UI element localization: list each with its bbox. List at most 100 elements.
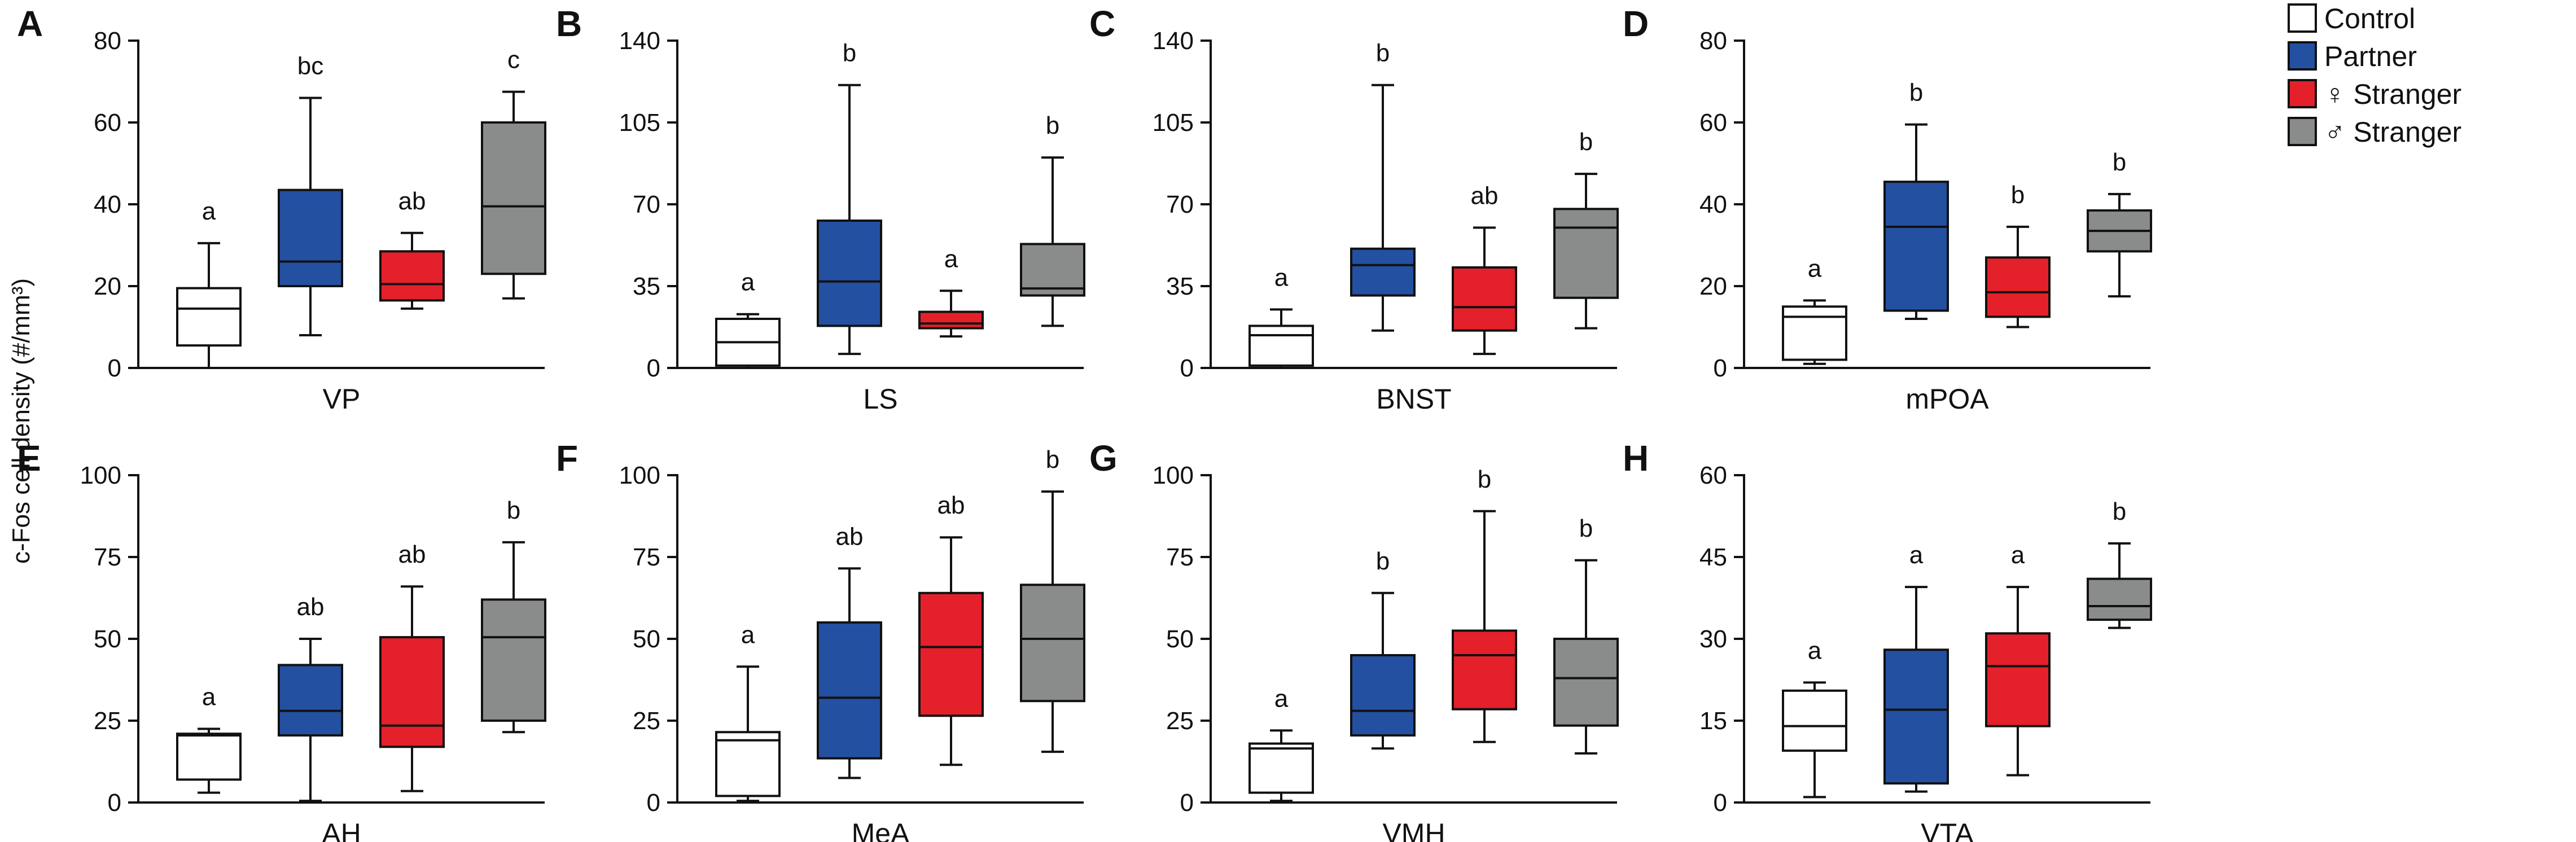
y-tick-label: 0: [108, 354, 121, 382]
box-iqr: [278, 664, 343, 737]
significance-letter: b: [2011, 181, 2025, 209]
box-partner: a: [1883, 541, 1949, 793]
box-iqr: [1782, 689, 1847, 752]
legend-swatch: [2288, 117, 2317, 146]
box-iqr: [1452, 266, 1517, 332]
significance-letter: b: [507, 497, 520, 524]
box-iqr: [1350, 247, 1416, 297]
box-stranger: ab: [379, 187, 445, 310]
panel-f: F 0 25 50 75 100 MeA a ab ab b: [556, 438, 1085, 842]
box-stranger: a: [918, 245, 984, 338]
region-label: mPOA: [1905, 383, 1989, 415]
significance-letter: b: [1579, 515, 1593, 542]
box-iqr: [918, 591, 984, 717]
panel-g: G 0 25 50 75 100 VMH a b b b: [1089, 438, 1619, 842]
significance-letter: b: [1376, 547, 1390, 575]
box-iqr: [1985, 632, 2051, 727]
panel-letter: G: [1089, 438, 1118, 479]
y-tick-label: 100: [1153, 462, 1194, 489]
significance-letter: a: [1274, 685, 1289, 712]
box-stranger: b: [481, 497, 546, 734]
y-tick-label: 100: [619, 462, 660, 489]
y-tick-label: 25: [1166, 707, 1194, 735]
y-tick-label: 75: [1166, 543, 1194, 571]
y-tick-label: 30: [1699, 625, 1727, 653]
y-tick-label: 0: [108, 789, 121, 817]
y-tick-label: 0: [1714, 354, 1727, 382]
legend-control: Control: [2288, 3, 2415, 34]
box-iqr: [918, 310, 984, 330]
legend-swatch: [2288, 3, 2317, 33]
panel-letter: H: [1623, 438, 1649, 479]
y-tick-label: 60: [94, 109, 121, 137]
box-iqr: [817, 220, 882, 327]
box-control: a: [176, 683, 242, 794]
y-tick-label: 60: [1699, 462, 1727, 489]
box-iqr: [1020, 584, 1085, 703]
panel-letter: B: [556, 3, 582, 44]
significance-letter: ab: [398, 541, 426, 568]
y-tick-label: 140: [619, 27, 660, 55]
box-iqr: [715, 731, 781, 797]
significance-letter: b: [1909, 79, 1923, 107]
region-label: VMH: [1382, 818, 1445, 842]
y-tick-label: 40: [94, 191, 121, 218]
y-tick-label: 70: [633, 191, 660, 218]
box-iqr: [1350, 654, 1416, 737]
y-tick-label: 75: [94, 543, 121, 571]
significance-letter: a: [1808, 255, 1822, 282]
significance-letter: b: [1579, 128, 1593, 156]
y-tick-label: 40: [1699, 191, 1727, 218]
panel-letter: C: [1089, 3, 1115, 44]
box-stranger: a: [1985, 541, 2051, 777]
significance-letter: a: [944, 245, 958, 273]
significance-letter: c: [507, 46, 520, 74]
box-control: a: [715, 621, 781, 802]
legend-partner: Partner: [2288, 41, 2417, 72]
y-tick-label: 105: [1153, 109, 1194, 137]
box-iqr: [379, 636, 445, 748]
box-iqr: [1452, 629, 1517, 711]
significance-letter: a: [1909, 541, 1924, 569]
box-stranger: b: [2087, 498, 2152, 629]
y-tick-label: 20: [1699, 273, 1727, 300]
y-tick-label: 0: [647, 354, 660, 382]
region-label: AH: [322, 818, 361, 842]
box-control: a: [1782, 637, 1847, 799]
y-tick-label: 20: [94, 273, 121, 300]
y-tick-label: 105: [619, 109, 660, 137]
region-label: VTA: [1921, 818, 1974, 842]
significance-letter: ab: [1471, 182, 1499, 209]
panel-letter: A: [17, 3, 43, 44]
panel-d: D 0 20 40 60 80 mPOA a b b b: [1623, 3, 2152, 415]
significance-letter: bc: [297, 52, 323, 80]
panel-letter: D: [1623, 3, 1649, 44]
box-partner: b: [817, 40, 882, 356]
y-tick-label: 50: [1166, 625, 1194, 653]
significance-letter: b: [2113, 498, 2126, 525]
legend-swatch: [2288, 41, 2317, 71]
y-tick-label: 25: [633, 707, 660, 735]
box-iqr: [1553, 638, 1619, 727]
box-iqr: [278, 188, 343, 287]
box-iqr: [2087, 577, 2152, 621]
y-tick-label: 80: [94, 27, 121, 55]
legend-label: Partner: [2324, 41, 2417, 72]
y-tick-label: 75: [633, 543, 660, 571]
y-tick-label: 0: [1714, 789, 1727, 817]
box-stranger: b: [2087, 148, 2152, 298]
box-control: a: [1248, 685, 1314, 802]
y-tick-label: 25: [94, 707, 121, 735]
box-stranger: b: [1452, 466, 1517, 743]
box-partner: bc: [278, 52, 343, 336]
y-tick-label: 35: [633, 273, 660, 300]
panel-b: B 0 35 70 105 140 LS a b a b: [556, 3, 1085, 415]
y-tick-label: 140: [1153, 27, 1194, 55]
significance-letter: b: [2113, 148, 2126, 176]
box-iqr: [481, 121, 546, 275]
y-tick-label: 80: [1699, 27, 1727, 55]
legend-female-stranger: ♀ Stranger: [2288, 78, 2461, 110]
legend: Control Partner ♀ Stranger ♂ Stranger: [2288, 3, 2461, 148]
